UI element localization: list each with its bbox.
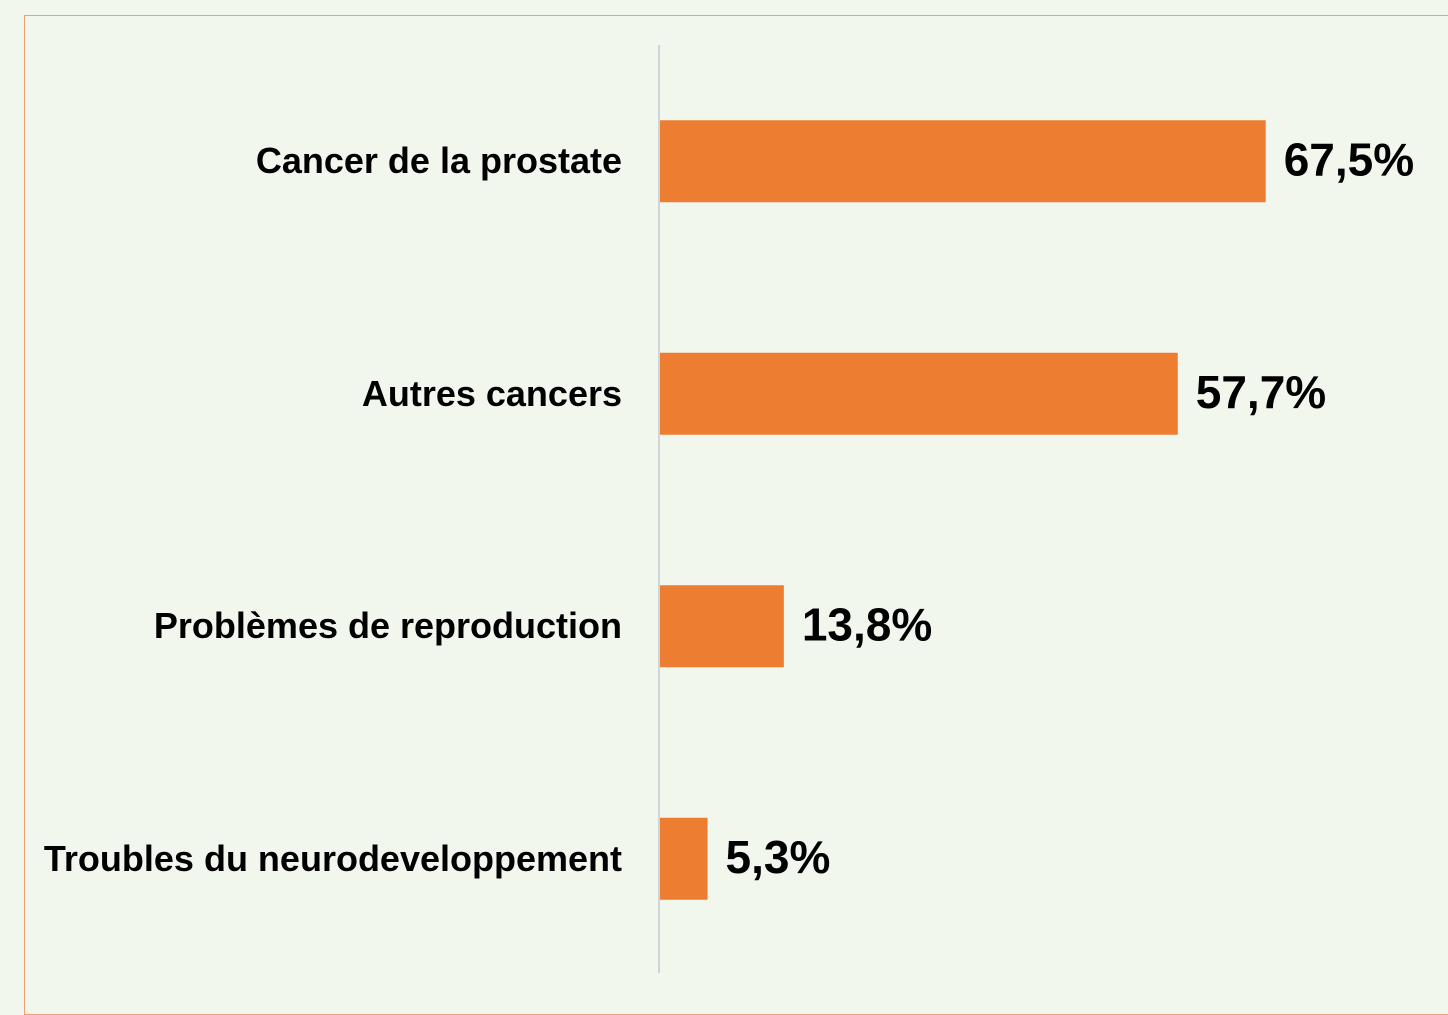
bar — [660, 120, 1266, 203]
category-label: Cancer de la prostate — [255, 140, 622, 182]
bar — [660, 352, 1178, 435]
value-label: 13,8% — [802, 598, 932, 650]
category-label: Troubles du neurodeveloppement — [43, 837, 622, 879]
value-label: 57,7% — [1196, 366, 1326, 418]
bar — [660, 585, 784, 668]
category-label: Problèmes de reproduction — [153, 605, 622, 647]
value-label: 67,5% — [1284, 133, 1414, 185]
category-label: Autres cancers — [361, 372, 622, 414]
bar — [660, 817, 708, 900]
value-label: 5,3% — [726, 831, 831, 883]
